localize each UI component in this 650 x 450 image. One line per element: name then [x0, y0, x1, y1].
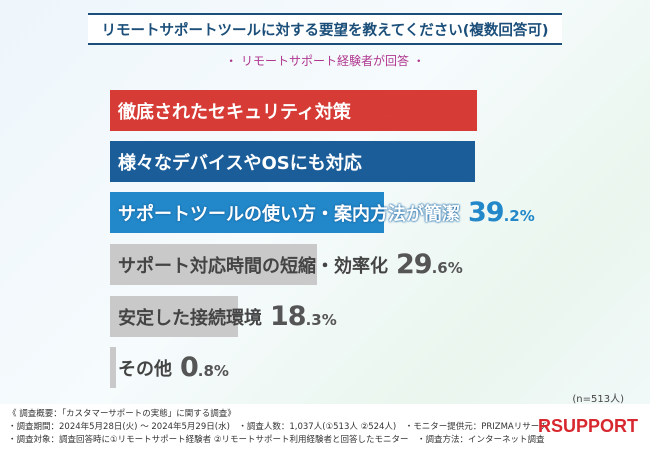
value-label: 52.2%	[369, 146, 437, 177]
bar	[110, 244, 318, 285]
footer-line: 《 調査概要：「カスタマーサポートの実態」に関する調査》	[8, 409, 236, 419]
category-label: サポートツールの使い方・案内方法が簡潔	[118, 203, 460, 225]
category-label: 様々なデバイスやOSにも対応	[118, 152, 362, 174]
bar	[110, 192, 385, 233]
sample-size: (n=513人)	[572, 394, 624, 405]
chart-subtitle: ・ リモートサポート経験者が回答 ・	[225, 54, 425, 68]
footer-line: ・調査期間：2024年5月28日(火) ～ 2024年5月29日(水) ・調査人…	[8, 422, 548, 432]
bar-label-group: その他 0.8%	[118, 347, 229, 388]
category-label: 徹底されたセキュリティ対策	[118, 101, 351, 123]
footer: 《 調査概要：「カスタマーサポートの実態」に関する調査》 ・調査期間：2024年…	[0, 404, 650, 450]
value-label: 18.3%	[270, 301, 337, 332]
value-label: 0.8%	[180, 352, 229, 383]
category-label: 安定した接続環境	[118, 307, 262, 329]
category-label: サポート対応時間の短縮・効率化	[118, 255, 388, 277]
bar	[110, 296, 239, 337]
value-label: 52.4%	[358, 95, 426, 126]
bar	[110, 90, 477, 131]
bar	[110, 141, 476, 182]
bar-label-group: サポートツールの使い方・案内方法が簡潔 39.2%	[118, 192, 535, 233]
footer-line: ・調査対象：調査回答時に①リモートサポート経験者 ②リモートサポート利用経験者と…	[8, 435, 545, 445]
chart-title: リモートサポートツールに対する要望を教えてください(複数回答可)	[88, 13, 562, 45]
bar-label-group: サポート対応時間の短縮・効率化 29.6%	[118, 244, 463, 285]
bar-label-group: 様々なデバイスやOSにも対応 52.2%	[118, 141, 436, 182]
category-label: その他	[118, 358, 172, 380]
value-label: 29.6%	[396, 249, 463, 280]
bar-label-group: 徹底されたセキュリティ対策 52.4%	[118, 90, 426, 131]
value-label: 39.2%	[468, 197, 535, 228]
rsupport-logo: RSUPPORT	[537, 416, 638, 436]
bar	[110, 347, 116, 388]
bar-label-group: 安定した接続環境 18.3%	[118, 296, 337, 337]
